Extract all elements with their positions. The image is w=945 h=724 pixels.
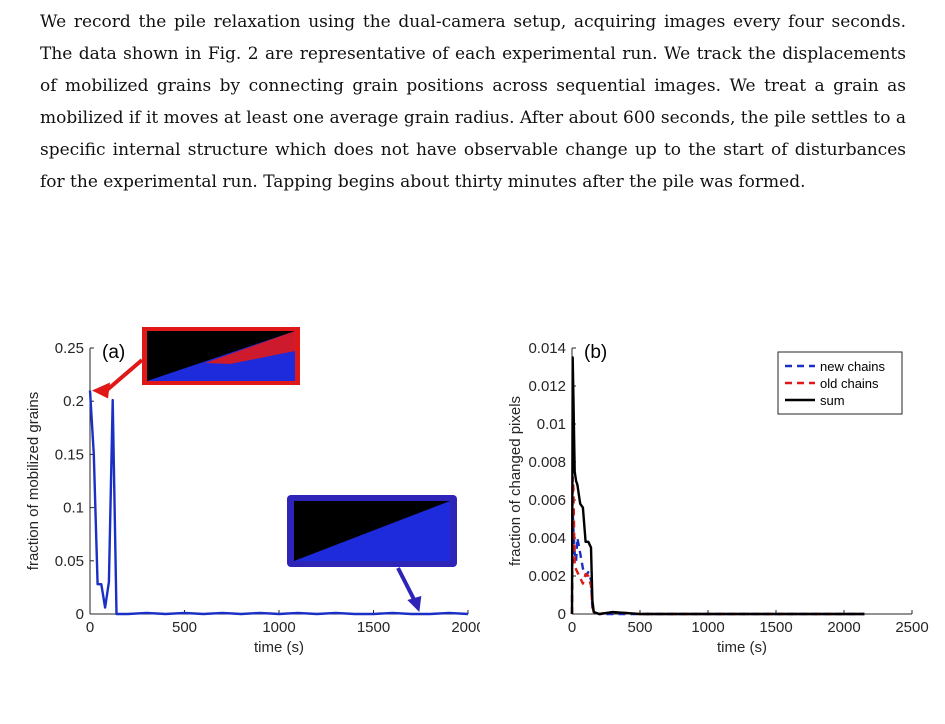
- y-tick-label: 0.004: [528, 530, 566, 547]
- legend: new chains old chains sum: [777, 351, 903, 415]
- x-axis-label: time (s): [254, 639, 304, 656]
- x-tick-label: 500: [172, 619, 197, 636]
- inset-top-arrowhead: [92, 382, 110, 399]
- inset-bottom-arrowhead: [407, 596, 422, 612]
- caption-marker: [320, 690, 360, 710]
- inset-bottom-arrow: [396, 567, 418, 603]
- x-tick-label: 0: [568, 619, 576, 636]
- y-tick-label: 0.1: [63, 500, 84, 517]
- inset-top-mobilized-region: [205, 331, 295, 364]
- body-paragraph: We record the pile relaxation using the …: [40, 12, 906, 192]
- x-tick-label: 1500: [357, 619, 390, 636]
- series-line-old-chains: [570, 475, 865, 616]
- x-tick-label: 500: [627, 619, 652, 636]
- legend-entry: new chains: [820, 359, 886, 374]
- x-axis-label: time (s): [717, 639, 767, 656]
- x-tick-label: 1000: [691, 619, 724, 636]
- y-tick-label: 0.01: [537, 416, 566, 433]
- y-tick-label: 0.2: [63, 393, 84, 410]
- y-tick-label: 0: [558, 606, 566, 623]
- legend-entry: old chains: [820, 376, 879, 391]
- series-line-new-chains: [570, 508, 865, 616]
- y-tick-label: 0.05: [55, 553, 84, 570]
- y-tick-label: 0.008: [528, 454, 566, 471]
- series-line-0: [88, 390, 469, 616]
- series-line-sum: [570, 356, 865, 616]
- figure-panel-b: 0 500 1000 1500 2000 2500 0 0.002 0.004 0.006 0.00…: [507, 340, 929, 656]
- panel-label: (b): [584, 342, 607, 363]
- y-tick-label: 0.15: [55, 446, 84, 463]
- legend-entry: sum: [820, 393, 845, 408]
- y-axis-label: fraction of changed pixels: [507, 396, 524, 566]
- x-tick-label: 2000: [451, 619, 480, 636]
- x-tick-label: 1500: [759, 619, 792, 636]
- y-tick-label: 0.25: [55, 340, 84, 357]
- y-tick-label: 0.002: [528, 568, 566, 585]
- y-tick-label: 0: [76, 606, 84, 623]
- panel-label: (a): [102, 342, 125, 363]
- y-tick-label: 0.006: [528, 492, 566, 509]
- inset-top-pile: [147, 331, 295, 381]
- inset-top-arrow: [102, 358, 144, 395]
- figure-panel-a: 0 500 1000 1500 2000 0 0.05 0.1 0.15 0.2 0.25 time …: [25, 327, 480, 656]
- x-tick-label: 2000: [827, 619, 860, 636]
- x-tick-label: 2500: [895, 619, 928, 636]
- y-axis-label: fraction of mobilized grains: [25, 392, 42, 570]
- inset-bottom-pile: [294, 501, 450, 561]
- x-tick-label: 1000: [262, 619, 295, 636]
- y-tick-label: 0.014: [528, 340, 566, 357]
- x-tick-label: 0: [86, 619, 94, 636]
- y-tick-label: 0.012: [528, 378, 566, 395]
